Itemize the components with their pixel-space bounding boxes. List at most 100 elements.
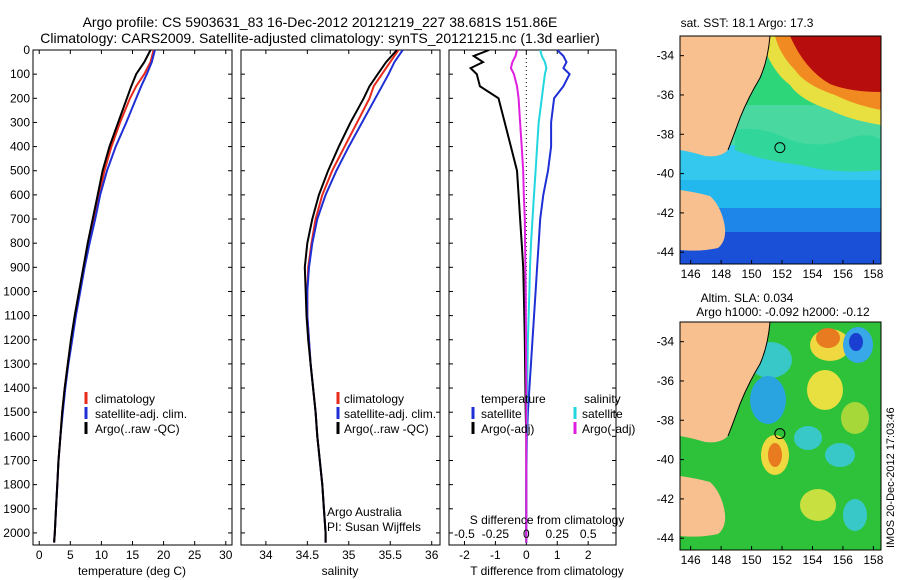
sst-map-frame [679,35,882,265]
lat-tick-label: -44 [657,245,675,259]
depth-tick-label: 1300 [3,357,30,371]
sla-map-subtitle: Argo h1000: -0.092 h2000: -0.12 [696,305,870,319]
sst-heatmap [680,36,881,264]
sst-map-axes: 146 148 150 152 154 156 158 -34 -36 -38 -40 -42 -44 [657,49,884,281]
difference-panel: -2 -1 0 1 2 S difference from climatology -0… [448,49,635,578]
sst-map-title: sat. SST: 18.1 Argo: 17.3 [681,16,814,30]
lat-tick-label: -42 [657,206,675,220]
x-tick-label: 0 [36,548,43,562]
top-tick-label: -0.5 [454,527,475,541]
depth-tick-label: 100 [10,67,30,81]
argo-position-marker [774,428,786,440]
temperature-legend: climatology satellite-adj. clim. Argo(..… [84,392,187,436]
x-tick-label: 36 [425,548,439,562]
legend-label-s-argo: Argo(-adj) [582,422,635,436]
depth-tick-label: 700 [10,212,30,226]
top-tick-label: 0.5 [580,527,597,541]
salinity-plot-frame [240,49,441,546]
legend-label-climatology: climatology [344,392,404,406]
top-tick-label: -0.25 [482,527,510,541]
series-salinity-argo-adj [509,50,528,543]
credit-line1: Argo Australia [327,505,402,519]
lat-tick-label: -36 [657,374,675,388]
salinity-panel: 34 34.5 35 35.5 36 salinity climatology sate… [240,49,441,578]
lon-tick-label: 150 [742,553,762,567]
x-tick-label: 1 [554,548,561,562]
depth-tick-label: 0 [23,43,30,57]
depth-tick-label: 1600 [3,429,30,443]
salinity-x-axis: 34 34.5 35 35.5 36 [259,50,439,562]
salinity-depth-ticks [241,49,440,534]
legend-label-s-satellite: satellite [582,407,623,421]
legend-label-t-argo: Argo(-adj) [481,422,534,436]
lat-tick-label: -34 [657,49,675,63]
depth-tick-label: 1700 [3,453,30,467]
salinity-diff-tick-labels: -0.5 -0.25 0 0.25 0.5 [454,527,597,541]
x-tick-label: 35.5 [379,548,403,562]
legend-label-satellite: satellite-adj. clim. [344,407,436,421]
lon-tick-label: 152 [772,553,792,567]
depth-tick-label: 1200 [3,333,30,347]
temperature-panel: 0100200300400500600700800900100011001200… [3,43,232,578]
sla-heatmap [680,322,881,550]
depth-tick-label: 300 [10,115,30,129]
lon-tick-label: 154 [802,553,822,567]
x-tick-label: 34.5 [296,548,320,562]
x-tick-label: 30 [219,548,233,562]
sst-map-panel: sat. SST: 18.1 Argo: 17.3 146 148 150 152 15… [657,16,884,281]
x-tick-label: 10 [95,548,109,562]
lat-tick-label: -42 [657,492,675,506]
legend-label-t-satellite: satellite [481,407,522,421]
depth-tick-label: 600 [10,188,30,202]
lon-tick-label: 148 [711,267,731,281]
depth-tick-label: 1100 [4,309,30,323]
lon-tick-label: 156 [833,553,853,567]
depth-axis: 0 100 200 300 400 500 600 700 800 900 1000 1100 1200… [3,43,232,540]
x-tick-label: 15 [126,548,140,562]
legend-label-argo: Argo(..raw -QC) [95,422,180,436]
salinity-legend: climatology satellite-adj. clim. Argo(..… [336,392,436,436]
salinity-x-label: salinity [322,564,359,578]
depth-tick-label: 400 [10,140,30,154]
difference-plot-frame [448,49,617,546]
depth-tick-label: 200 [10,91,30,105]
legend-title-salinity: salinity [584,392,621,406]
depth-tick-label: 1500 [3,405,30,419]
sla-map-axes: 146 148 150 152 154 156 158 -34 -36 -38 -40 -42 -44 [657,335,884,567]
difference-top-label: S difference from climatology [470,513,625,527]
depth-tick-label: 2000 [3,526,30,540]
series-argo-raw-qc [303,50,398,543]
legend-label-satellite: satellite-adj. clim. [95,407,187,421]
legend-label-climatology: climatology [95,392,155,406]
figure-title-line1: Argo profile: CS 5903631_83 16-Dec-2012 … [83,14,558,30]
depth-tick-label: 900 [10,260,30,274]
lat-tick-label: -40 [657,453,675,467]
lon-tick-label: 156 [833,267,853,281]
lat-tick-label: -44 [657,531,675,545]
sla-map-frame [679,321,882,551]
series-argo-raw-qc [53,50,152,543]
temperature-plot-frame [32,49,233,546]
lat-tick-label: -34 [657,335,675,349]
top-tick-label: 0 [523,527,530,541]
depth-tick-label: 1800 [3,478,30,492]
lat-tick-label: -38 [657,413,675,427]
difference-x-axis: -2 -1 0 1 2 [459,50,592,562]
x-tick-label: 2 [585,548,592,562]
imos-timestamp: IMOS 20-Dec-2012 17:03:46 [885,407,897,548]
difference-x-label: T difference from climatology [470,564,624,578]
lat-tick-label: -40 [657,167,675,181]
depth-tick-label: 500 [10,164,30,178]
depth-tick-label: 800 [10,236,30,250]
depth-tick-label: 1900 [3,502,30,516]
x-tick-label: 34 [259,548,273,562]
difference-legend: temperature salinity satellite Argo(-adj… [471,392,635,436]
lon-tick-label: 148 [711,553,731,567]
credit-line2: PI: Susan Wijffels [327,520,421,534]
lon-tick-label: 150 [742,267,762,281]
top-tick-label: 0.25 [546,527,570,541]
lon-tick-label: 158 [863,553,883,567]
temperature-x-axis: 0 5 10 15 20 25 30 [36,50,233,562]
lon-tick-label: 152 [772,267,792,281]
